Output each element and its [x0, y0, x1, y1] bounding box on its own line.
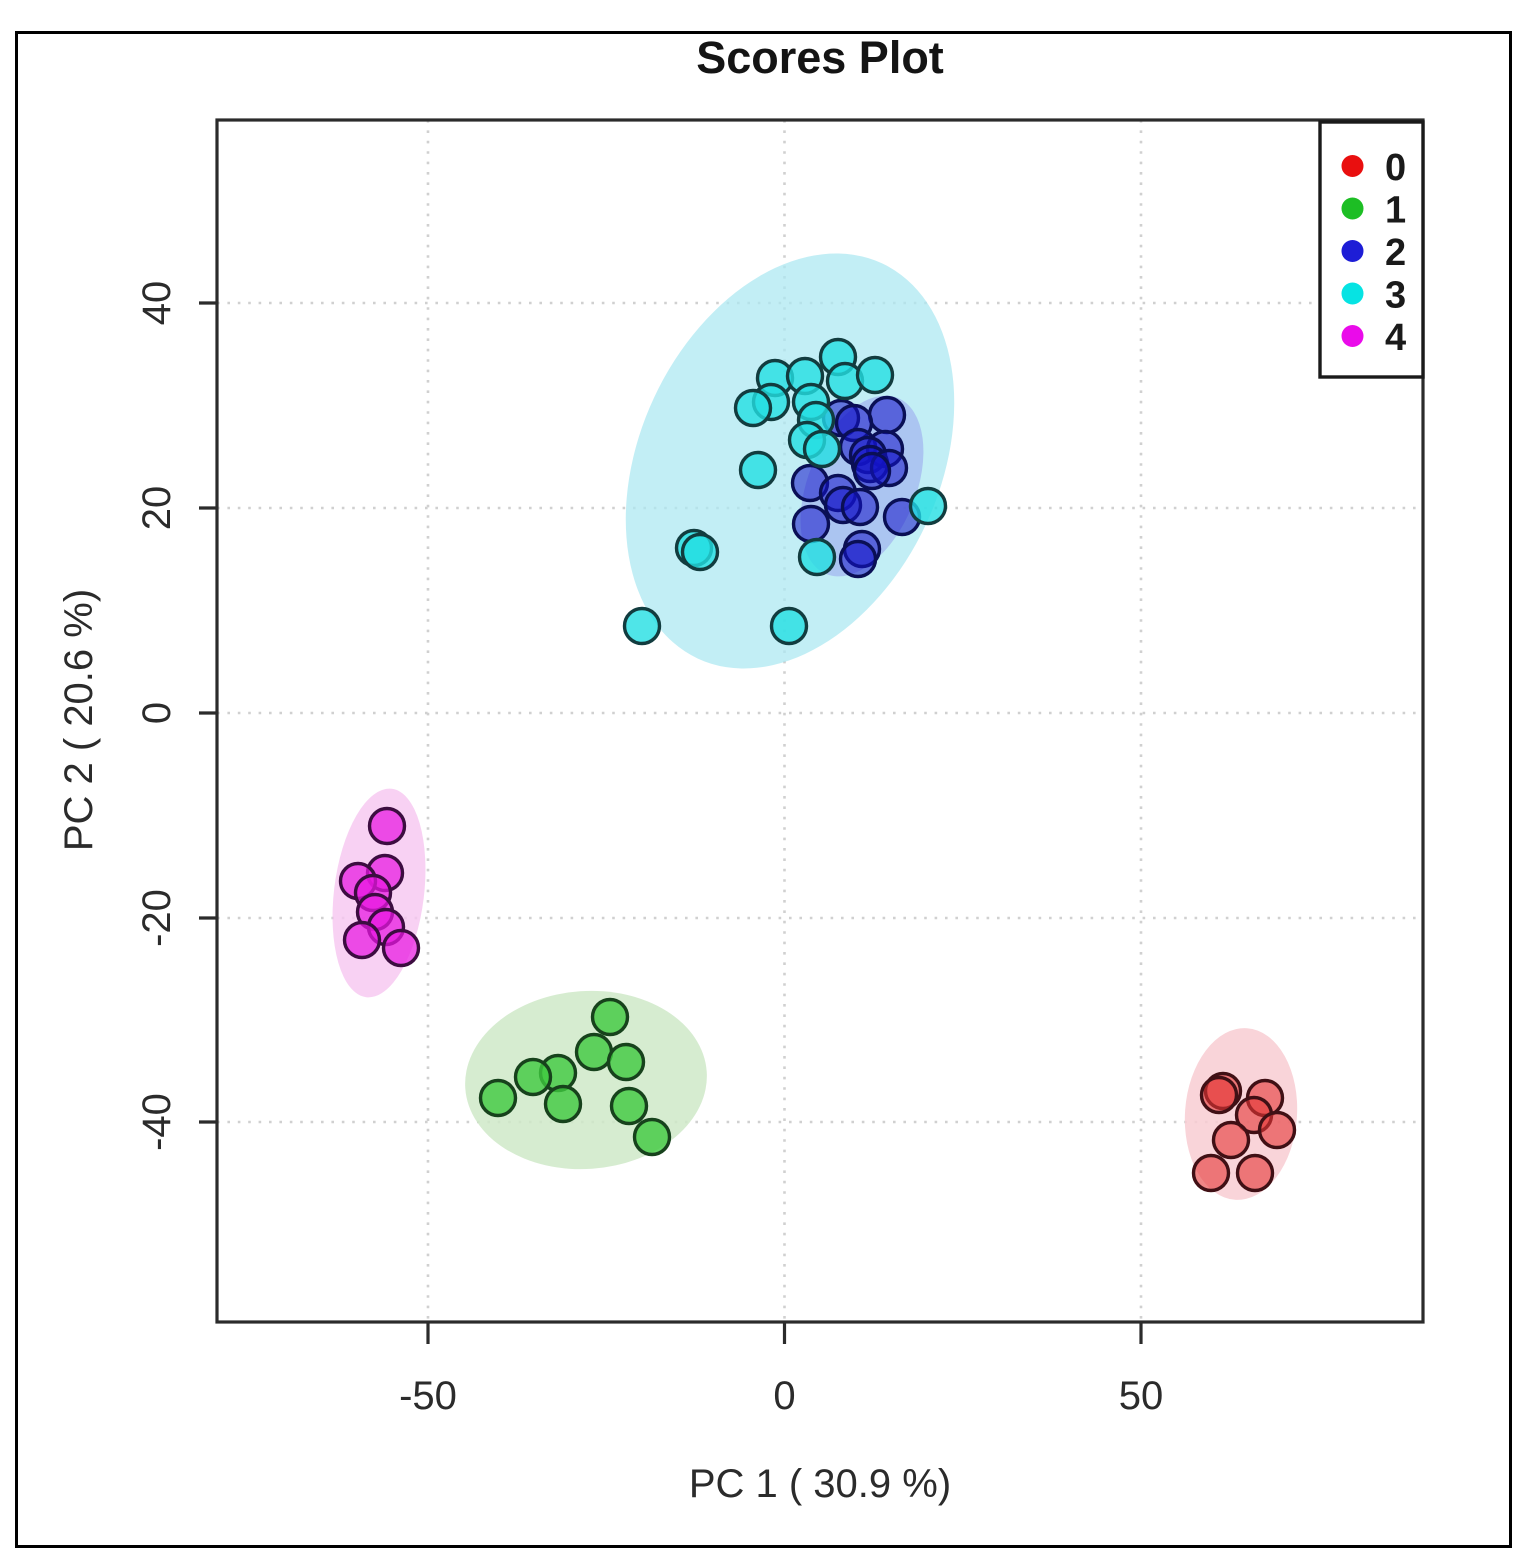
svg-text:-40: -40	[135, 1093, 179, 1151]
svg-text:-50: -50	[399, 1374, 457, 1418]
svg-text:20: 20	[135, 486, 179, 531]
svg-text:0: 0	[135, 702, 179, 724]
svg-text:1: 1	[1385, 190, 1406, 232]
svg-text:PC 1 ( 30.9 %): PC 1 ( 30.9 %)	[689, 1462, 951, 1506]
svg-text:40: 40	[135, 281, 179, 326]
svg-text:0: 0	[773, 1374, 795, 1418]
svg-text:PC 2 ( 20.6 %): PC 2 ( 20.6 %)	[57, 589, 101, 851]
svg-text:4: 4	[1385, 317, 1406, 359]
svg-text:50: 50	[1119, 1374, 1164, 1418]
svg-text:-20: -20	[135, 889, 179, 947]
svg-text:0: 0	[1385, 147, 1406, 189]
svg-text:3: 3	[1385, 275, 1406, 317]
svg-text:2: 2	[1385, 232, 1406, 274]
svg-text:Scores Plot: Scores Plot	[696, 32, 944, 83]
